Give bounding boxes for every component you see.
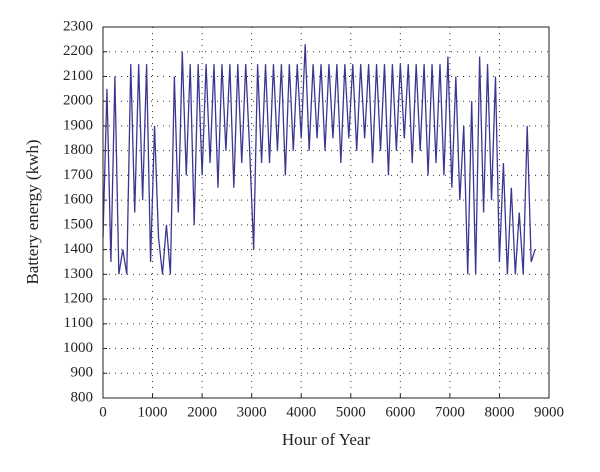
y-tick-label: 1700 xyxy=(63,167,93,183)
y-tick-label: 1500 xyxy=(63,216,93,232)
y-tick-label: 2200 xyxy=(63,43,93,59)
y-tick-label: 1100 xyxy=(64,315,93,331)
x-tick-label: 4000 xyxy=(286,404,316,420)
x-tick-label: 7000 xyxy=(435,404,465,420)
y-tick-label: 1400 xyxy=(63,241,93,257)
x-tick-label: 2000 xyxy=(187,404,217,420)
y-tick-label: 2000 xyxy=(63,93,93,109)
x-tick-label: 5000 xyxy=(336,404,366,420)
y-tick-label: 1300 xyxy=(63,266,93,282)
y-tick-label: 900 xyxy=(71,365,94,381)
y-tick-label: 1800 xyxy=(63,142,93,158)
y-tick-label: 1200 xyxy=(63,291,93,307)
y-tick-label: 800 xyxy=(71,389,94,405)
plot-frame xyxy=(102,26,550,399)
y-tick-label: 1900 xyxy=(63,117,93,133)
y-tick-label: 2100 xyxy=(63,68,93,84)
y-tick-label: 2300 xyxy=(63,18,93,34)
y-axis-title: Battery energy (kwh) xyxy=(23,139,42,284)
x-tick-label: 1000 xyxy=(138,404,168,420)
x-tick-label: 8000 xyxy=(484,404,514,420)
x-tick-label: 6000 xyxy=(385,404,415,420)
x-tick-label: 3000 xyxy=(237,404,267,420)
x-tick-label: 0 xyxy=(99,404,107,420)
y-tick-label: 1000 xyxy=(63,340,93,356)
data-line xyxy=(102,44,536,275)
x-tick-label: 9000 xyxy=(534,404,564,420)
y-tick-label: 1600 xyxy=(63,192,93,208)
x-axis-title: Hour of Year xyxy=(282,430,371,449)
